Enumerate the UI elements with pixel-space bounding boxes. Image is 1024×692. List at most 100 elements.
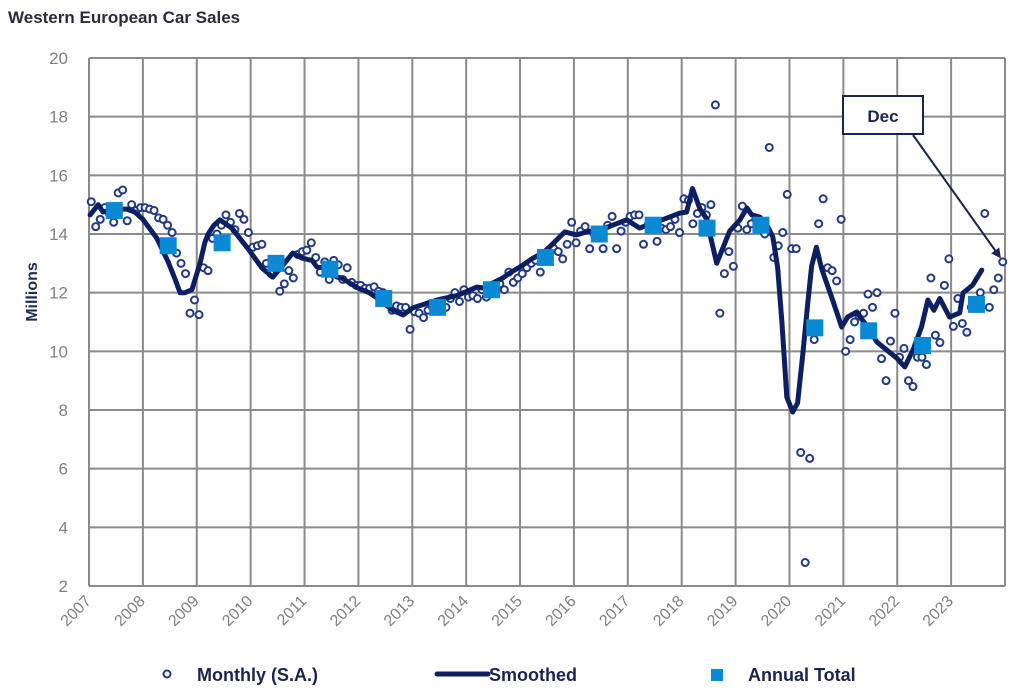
annual-total-marker (806, 319, 824, 337)
monthly-point (149, 206, 159, 216)
annual-total-marker (590, 225, 608, 243)
monthly-point (535, 267, 545, 277)
monthly-point (818, 194, 828, 204)
monthly-point (715, 308, 725, 318)
annual-total-marker (321, 260, 339, 278)
monthly-point (221, 210, 231, 220)
y-tick-label: 12 (49, 284, 68, 303)
annual-total-marker (213, 234, 231, 252)
monthly-point (634, 210, 644, 220)
smoothed-line (87, 186, 985, 415)
monthly-point (158, 214, 168, 224)
monthly-point (302, 245, 312, 255)
y-tick-label: 20 (49, 49, 68, 68)
x-tick-label: 2008 (112, 593, 149, 630)
monthly-point (850, 317, 860, 327)
legend-square-icon (711, 669, 723, 681)
monthly-point (962, 327, 972, 337)
monthly-point (190, 295, 200, 305)
y-tick-label: 4 (59, 518, 68, 537)
monthly-point (899, 343, 909, 353)
y-tick-label: 8 (59, 401, 68, 420)
legend-item-annual: Annual Total (711, 665, 856, 685)
monthly-point (598, 244, 608, 254)
y-tick-label: 2 (59, 577, 68, 596)
monthly-point (863, 289, 873, 299)
monthly-point (939, 280, 949, 290)
monthly-point (585, 244, 595, 254)
monthly-point (688, 219, 698, 229)
y-tick-label: 10 (49, 342, 68, 361)
x-tick-label: 2020 (758, 593, 795, 630)
monthly-point (993, 273, 1003, 283)
monthly-point (203, 266, 213, 276)
annual-total-marker (914, 336, 932, 354)
annual-total-marker (752, 216, 770, 234)
monthly-point (724, 247, 734, 257)
monthly-point (567, 217, 577, 227)
monthly-point (778, 228, 788, 238)
monthly-point (957, 318, 967, 328)
monthly-point (877, 354, 887, 364)
monthly-point (91, 222, 101, 232)
x-tick-label: 2018 (650, 593, 687, 630)
monthly-point (127, 200, 137, 210)
x-tick-label: 2009 (165, 593, 202, 630)
y-tick-label: 16 (49, 166, 68, 185)
monthly-point (998, 257, 1008, 267)
monthly-point (796, 448, 806, 458)
monthly-point (616, 226, 626, 236)
x-tick-label: 2010 (219, 593, 256, 630)
monthly-point (342, 263, 352, 273)
monthly-point (674, 228, 684, 238)
monthly-point (728, 261, 738, 271)
monthly-point (118, 185, 128, 195)
x-tick-label: 2022 (866, 593, 903, 630)
monthly-point (109, 217, 119, 227)
monthly-point (639, 239, 649, 249)
legend-item-monthly: Monthly (S.A.) (162, 665, 318, 685)
monthly-point (167, 228, 177, 238)
monthly-point (405, 324, 415, 334)
monthly-point (275, 286, 285, 296)
monthly-point (181, 269, 191, 279)
monthly-point (234, 208, 244, 218)
x-tick-label: 2023 (920, 593, 957, 630)
x-tick-labels: 2007 2008 2009 2010 2011 2012 2013 2014 2015 2016… (58, 593, 957, 630)
y-tick-labels: 2 4 6 8 10 12 14 16 18 20 (49, 49, 68, 596)
monthly-point (845, 335, 855, 345)
legend-circle-icon (162, 669, 172, 679)
monthly-point (886, 336, 895, 346)
monthly-point (306, 238, 316, 248)
x-tick-label: 2015 (489, 593, 526, 630)
monthly-point (580, 222, 590, 232)
annual-total-marker (698, 219, 716, 237)
monthly-point (903, 376, 913, 386)
monthly-point (814, 219, 824, 229)
annual-total-marker (159, 237, 177, 255)
monthly-point (553, 247, 563, 257)
monthly-point (827, 266, 837, 276)
annual-total-marker (105, 202, 123, 220)
annotation-label: Dec (867, 107, 898, 126)
monthly-point (665, 222, 675, 232)
monthly-point (809, 335, 819, 345)
monthly-point (176, 258, 186, 268)
annual-total-series (105, 202, 985, 354)
annual-total-marker (483, 281, 501, 299)
monthly-point (163, 220, 173, 230)
monthly-point (706, 200, 716, 210)
monthly-point (612, 244, 622, 254)
monthly-point (984, 302, 994, 312)
smoothed-series (87, 186, 985, 415)
x-tick-label: 2017 (596, 593, 633, 630)
legend-label-annual: Annual Total (748, 665, 856, 685)
x-tick-label: 2007 (58, 593, 95, 630)
y-tick-label: 14 (49, 225, 68, 244)
legend-item-smoothed: Smoothed (434, 665, 577, 685)
monthly-point (419, 313, 429, 323)
monthly-point (805, 453, 815, 463)
annual-total-marker (860, 322, 878, 340)
gridlines (88, 57, 1006, 587)
